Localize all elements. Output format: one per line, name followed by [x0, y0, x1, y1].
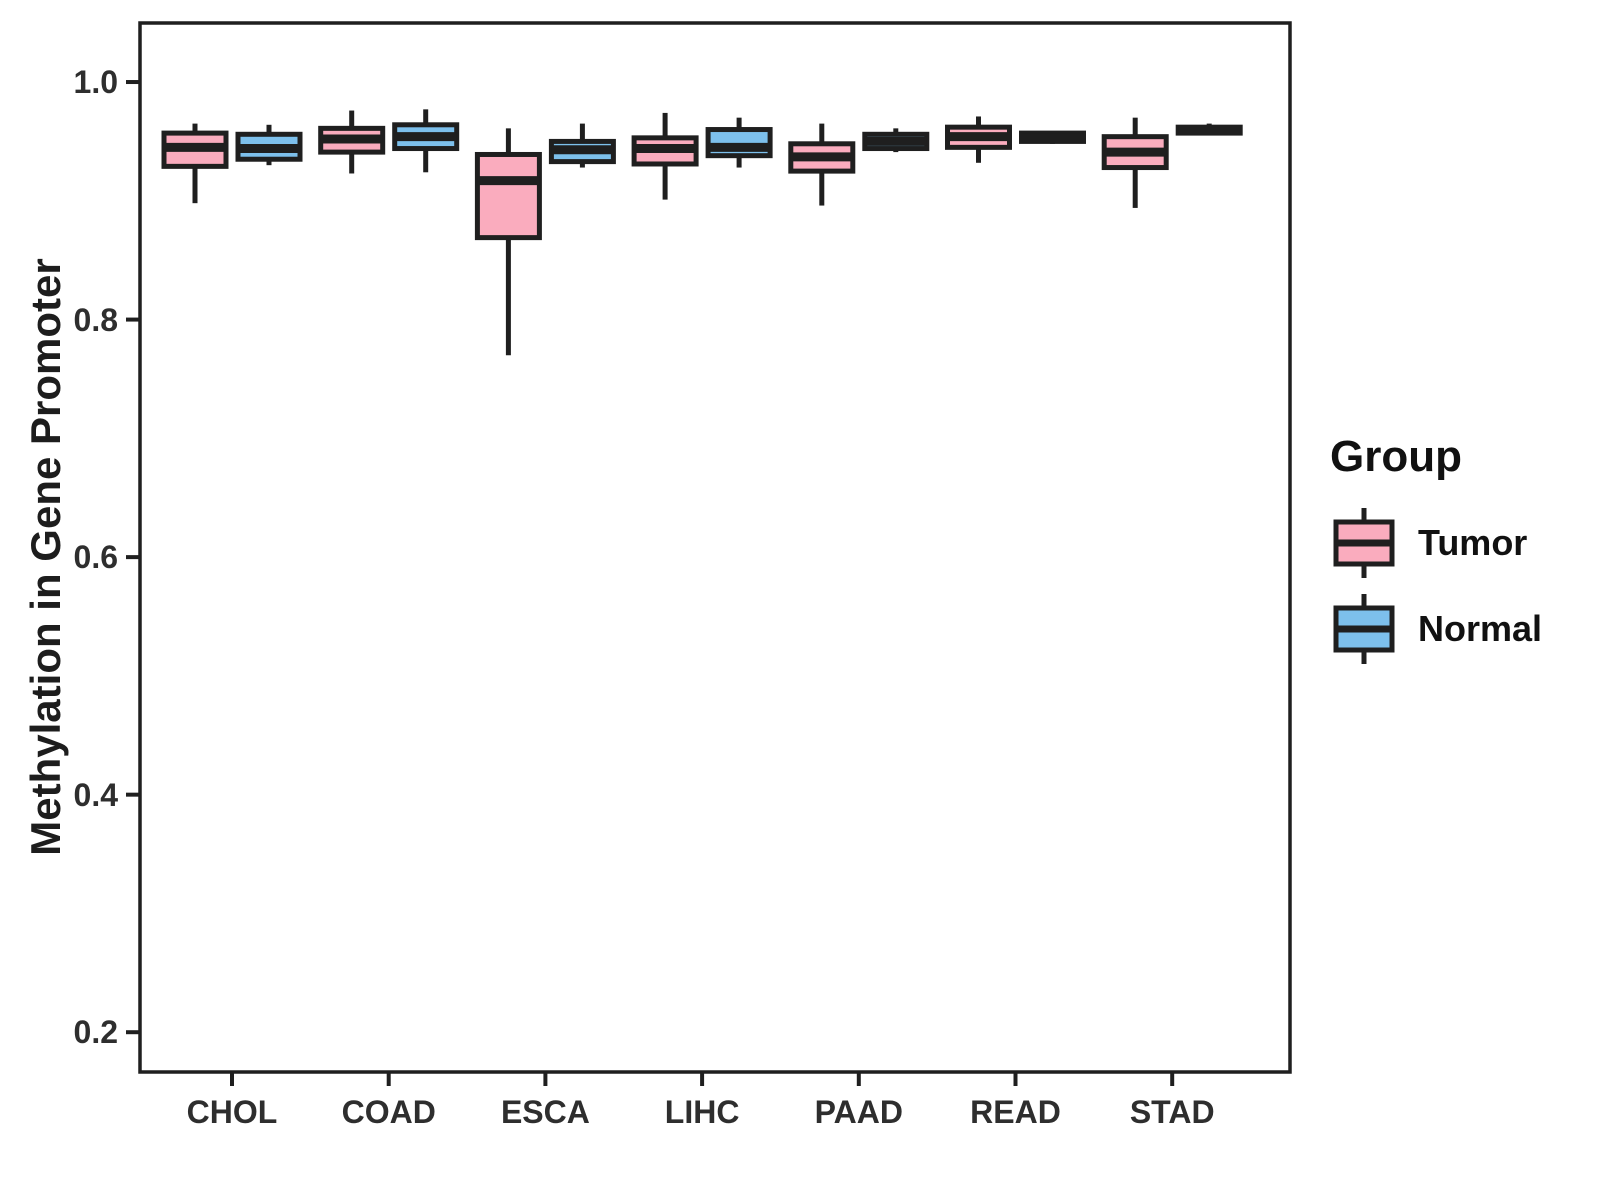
legend: Group Tumor Normal [1328, 432, 1542, 668]
panel-border [138, 21, 1292, 1074]
x-category-label: LIHC [664, 1094, 740, 1130]
y-tick-label: 0.4 [73, 776, 118, 813]
x-category-label: ESCA [500, 1094, 590, 1130]
legend-label-normal: Normal [1418, 608, 1543, 649]
x-category-label: PAAD [814, 1094, 903, 1130]
y-tick-label: 0.6 [73, 539, 118, 576]
legend-item-tumor: Tumor [1328, 504, 1542, 582]
x-category-label: CHOL [186, 1094, 278, 1130]
y-tick-label: 1.0 [73, 64, 118, 101]
legend-title: Group [1330, 432, 1462, 481]
legend-label-tumor: Tumor [1418, 522, 1528, 563]
x-category-label: READ [970, 1094, 1061, 1130]
y-tick-label: 0.2 [73, 1014, 118, 1051]
x-category-label: STAD [1129, 1094, 1215, 1130]
box-tumor-esca [474, 151, 542, 241]
normal-boxplot-key-icon [1333, 594, 1395, 664]
legend-item-normal: Normal [1328, 590, 1542, 668]
tumor-boxplot-key-icon [1333, 508, 1395, 578]
y-tick-label: 0.8 [73, 301, 118, 338]
x-category-label: COAD [341, 1094, 436, 1130]
